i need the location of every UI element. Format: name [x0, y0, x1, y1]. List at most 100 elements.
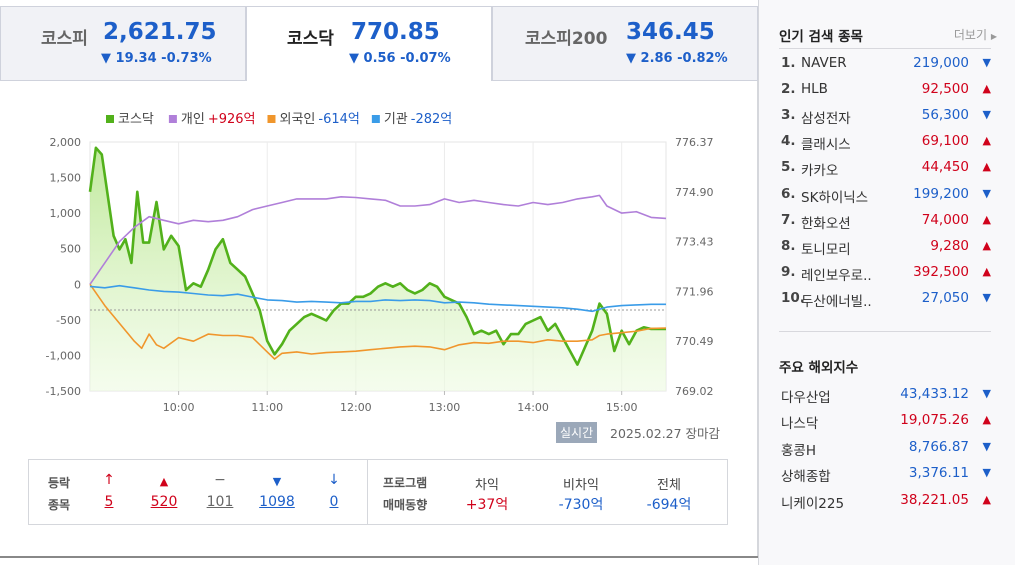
stock-name: NAVER: [801, 55, 847, 71]
y-right-tick-label: 774.90: [675, 186, 714, 199]
tab-change: ▼ 2.86 -0.82%: [626, 51, 728, 66]
tab-name: 코스피: [41, 29, 88, 49]
stock-price: 219,000: [913, 55, 969, 71]
x-tick-label: 14:00: [517, 401, 549, 411]
tab-change: ▼ 19.34 -0.73%: [101, 51, 212, 66]
triangle-down-icon: ▼: [982, 186, 991, 200]
triangle-down-icon: ▼: [982, 56, 991, 69]
series-line-kosdaq: [88, 146, 666, 366]
legend-value: -282억: [411, 112, 452, 127]
tab-value: 770.85: [351, 19, 440, 45]
triangle-up-icon: ▲: [982, 160, 991, 174]
popular-item[interactable]: 3. 삼성전자 56,300 ▼: [781, 105, 991, 129]
index-name: 니케이225: [781, 495, 845, 512]
series-line-institution: [89, 284, 666, 313]
more-link[interactable]: 더보기 ▶: [954, 26, 997, 43]
popular-item[interactable]: 7. 한화오션 74,000 ▲: [781, 210, 991, 234]
popular-item[interactable]: 4. 클래시스 69,100 ▲: [781, 131, 991, 155]
rank: 1.: [781, 55, 796, 71]
stock-name: 레인보우로..: [801, 267, 872, 284]
stock-name: 두산에너빌..: [801, 293, 872, 310]
index-value: 43,433.12: [900, 386, 969, 402]
rank: 6.: [781, 185, 796, 202]
stock-name: SK하이닉스: [801, 189, 869, 206]
triangle-down-icon: ▼: [982, 108, 991, 122]
stock-price: 27,050: [921, 289, 969, 306]
legend-swatch: [371, 115, 380, 123]
legend-label: 코스닥: [118, 112, 154, 127]
world-index-item[interactable]: 다우산업 43,433.12 ▼: [781, 384, 991, 408]
popular-item[interactable]: 6. SK하이닉스 199,200 ▼: [781, 184, 991, 208]
index-tabs: 코스피 2,621.75 ▼ 19.34 -0.73% 코스닥 770.85 ▼…: [0, 6, 758, 81]
realtime-badge[interactable]: 실시간: [556, 422, 598, 443]
triangle-up-icon: ▲: [982, 212, 991, 226]
rank: 2.: [781, 81, 796, 98]
stock-name: 클래시스: [801, 137, 851, 154]
popular-item[interactable]: 2. HLB 92,500 ▲: [781, 79, 991, 103]
triangle-up-icon: ▲: [982, 264, 991, 278]
y-left-tick-label: 500: [60, 243, 81, 256]
stock-price: 74,000: [921, 211, 969, 228]
program-label-1: 프로그램: [383, 476, 428, 490]
main-panel: 코스피 2,621.75 ▼ 19.34 -0.73% 코스닥 770.85 ▼…: [0, 6, 758, 558]
world-index-item[interactable]: 나스닥 19,075.26 ▲: [781, 410, 991, 434]
rank: 5.: [781, 159, 796, 176]
stock-price: 9,280: [930, 237, 969, 254]
dash-icon: −: [214, 472, 226, 488]
stat-value: 5: [104, 494, 114, 510]
y-left-tick-label: -500: [56, 314, 81, 327]
index-name: 나스닥: [781, 416, 819, 433]
sidebar: 인기 검색 종목 더보기 ▶ 1. NAVER 219,000 ▼ 2. HLB 92,50…: [758, 0, 1015, 565]
popular-item[interactable]: 10. 두산에너빌.. 27,050 ▼: [781, 288, 991, 312]
world-index-item[interactable]: 니케이225 38,221.05 ▲: [781, 490, 991, 514]
program-label: 비차익: [563, 478, 599, 493]
triangle-down-icon: ▼: [982, 290, 991, 304]
index-value: 3,376.11: [908, 465, 969, 482]
popular-item[interactable]: 1. NAVER 219,000 ▼: [781, 53, 991, 77]
rank: 10.: [781, 289, 805, 306]
series-line-individual: [89, 194, 667, 285]
tab-kospi200[interactable]: 코스피200 346.45 ▼ 2.86 -0.82%: [492, 6, 758, 81]
triangle-down-icon: ▼: [272, 475, 282, 488]
stock-name: HLB: [801, 81, 828, 98]
x-tick-label: 12:00: [340, 401, 372, 411]
stat-value: 101: [206, 494, 234, 510]
index-value: 38,221.05: [900, 491, 969, 508]
triangle-up-icon: ▲: [982, 413, 991, 427]
world-index-item[interactable]: 상해종합 3,376.11 ▼: [781, 463, 991, 487]
legend-value: +926억: [208, 112, 256, 127]
arrow-down-icon: ↓: [328, 472, 340, 488]
index-chart: 10:00 11:00 12:00 13:00 14:00 15:00 2,000 1,500…: [46, 112, 714, 411]
series-line-foreign: [89, 283, 667, 360]
world-title: 주요 해외지수: [779, 360, 859, 376]
popular-item[interactable]: 8. 토니모리 9,280 ▲: [781, 236, 991, 260]
tab-kosdaq[interactable]: 코스닥 770.85 ▼ 0.56 -0.07%: [246, 6, 492, 81]
index-value: 8,766.87: [908, 438, 969, 455]
tab-value: 346.45: [626, 19, 715, 45]
y-right-tick-label: 769.02: [675, 385, 714, 398]
kosdaq-area: [90, 147, 666, 391]
stat-value: 0: [329, 494, 339, 510]
triangle-up-icon: ▲: [982, 492, 991, 506]
tab-name: 코스피200: [525, 29, 608, 49]
popular-item[interactable]: 9. 레인보우로.. 392,500 ▲: [781, 262, 991, 286]
tab-kospi[interactable]: 코스피 2,621.75 ▼ 19.34 -0.73%: [0, 6, 246, 81]
triangle-up-icon: ▲: [982, 134, 991, 148]
x-tick-label: 10:00: [163, 401, 195, 411]
y-left-tick-label: 2,000: [50, 136, 82, 149]
triangle-up-icon: ▲: [982, 238, 991, 252]
stats-label-2: 종목: [48, 498, 71, 512]
stock-name: 토니모리: [801, 241, 851, 258]
stock-price: 56,300: [921, 107, 969, 124]
stock-price: 44,450: [921, 159, 969, 176]
legend-value: -614억: [318, 112, 359, 127]
popular-title: 인기 검색 종목: [779, 29, 863, 45]
popular-item[interactable]: 5. 카카오 44,450 ▲: [781, 157, 991, 181]
world-index-item[interactable]: 홍콩H 8,766.87 ▼: [781, 437, 991, 461]
stat-value: 520: [150, 494, 178, 510]
legend-label: 외국인: [279, 112, 315, 127]
program-label: 전체: [657, 478, 681, 493]
divider: [779, 331, 991, 332]
divider: [367, 460, 368, 524]
tab-name: 코스닥: [287, 29, 334, 49]
